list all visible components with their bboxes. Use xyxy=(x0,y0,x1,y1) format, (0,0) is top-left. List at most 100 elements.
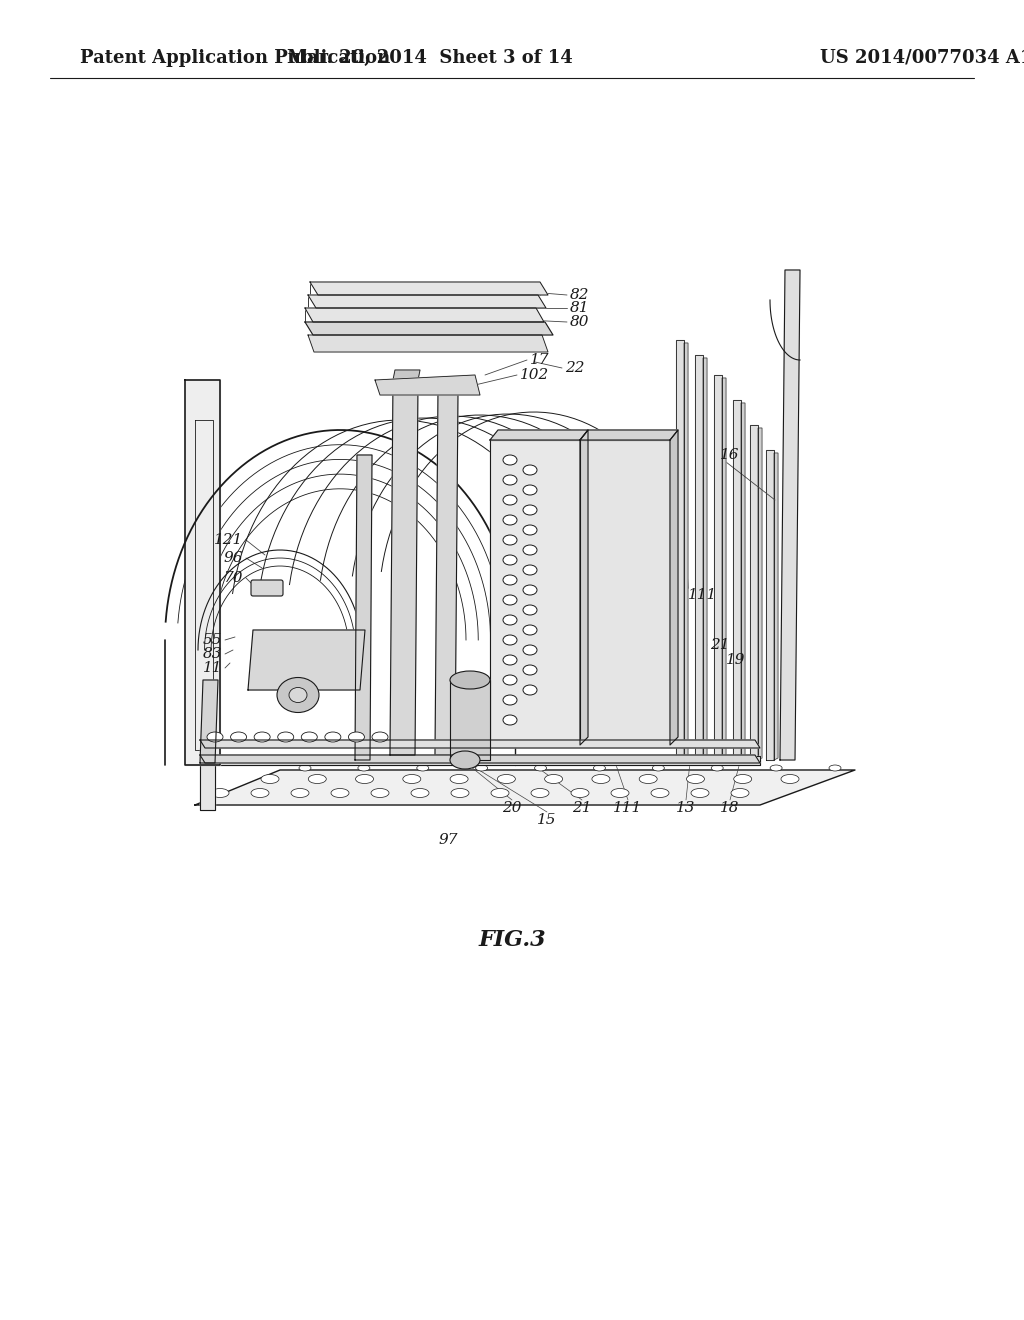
Polygon shape xyxy=(670,430,678,744)
Text: 70: 70 xyxy=(223,572,243,585)
Polygon shape xyxy=(200,756,215,810)
Polygon shape xyxy=(355,455,372,760)
Text: Mar. 20, 2014  Sheet 3 of 14: Mar. 20, 2014 Sheet 3 of 14 xyxy=(287,49,572,67)
Ellipse shape xyxy=(503,675,517,685)
Ellipse shape xyxy=(289,688,307,702)
Ellipse shape xyxy=(490,788,509,797)
Polygon shape xyxy=(758,428,762,760)
Polygon shape xyxy=(305,308,544,322)
Text: 55: 55 xyxy=(203,634,222,647)
Ellipse shape xyxy=(731,788,749,797)
Ellipse shape xyxy=(278,677,319,713)
Ellipse shape xyxy=(331,788,349,797)
Ellipse shape xyxy=(523,506,537,515)
Ellipse shape xyxy=(781,775,799,784)
Ellipse shape xyxy=(371,788,389,797)
Ellipse shape xyxy=(476,766,487,771)
Polygon shape xyxy=(450,680,490,760)
Ellipse shape xyxy=(523,624,537,635)
Ellipse shape xyxy=(651,788,669,797)
Polygon shape xyxy=(695,355,703,760)
Ellipse shape xyxy=(291,788,309,797)
Text: 21: 21 xyxy=(710,638,729,652)
Ellipse shape xyxy=(402,775,421,784)
Ellipse shape xyxy=(712,766,723,771)
Text: 82: 82 xyxy=(570,288,590,302)
Polygon shape xyxy=(580,430,588,744)
Ellipse shape xyxy=(451,775,468,784)
Text: 111: 111 xyxy=(688,587,717,602)
Ellipse shape xyxy=(503,495,517,506)
Polygon shape xyxy=(390,380,418,755)
Ellipse shape xyxy=(450,751,480,770)
Ellipse shape xyxy=(523,665,537,675)
Ellipse shape xyxy=(503,576,517,585)
Polygon shape xyxy=(200,756,760,766)
Ellipse shape xyxy=(734,775,752,784)
Ellipse shape xyxy=(503,535,517,545)
Ellipse shape xyxy=(211,788,229,797)
Ellipse shape xyxy=(523,484,537,495)
Ellipse shape xyxy=(652,766,665,771)
Ellipse shape xyxy=(301,733,317,742)
Text: 83: 83 xyxy=(203,647,222,661)
Ellipse shape xyxy=(829,766,841,771)
Polygon shape xyxy=(703,358,707,760)
Ellipse shape xyxy=(325,733,341,742)
Polygon shape xyxy=(308,294,546,308)
Text: 18: 18 xyxy=(720,801,739,814)
Ellipse shape xyxy=(498,775,515,784)
Text: US 2014/0077034 A1: US 2014/0077034 A1 xyxy=(820,49,1024,67)
Polygon shape xyxy=(750,425,758,760)
Ellipse shape xyxy=(411,788,429,797)
Polygon shape xyxy=(248,630,365,690)
Ellipse shape xyxy=(450,671,490,689)
Ellipse shape xyxy=(523,605,537,615)
Polygon shape xyxy=(766,450,774,760)
Polygon shape xyxy=(714,375,722,760)
Polygon shape xyxy=(580,430,678,440)
Ellipse shape xyxy=(503,655,517,665)
FancyBboxPatch shape xyxy=(251,579,283,597)
Polygon shape xyxy=(305,322,553,335)
Text: 15: 15 xyxy=(538,813,557,828)
Text: 13: 13 xyxy=(676,801,695,814)
Ellipse shape xyxy=(545,775,562,784)
Ellipse shape xyxy=(639,775,657,784)
Ellipse shape xyxy=(535,766,547,771)
Ellipse shape xyxy=(308,775,327,784)
Polygon shape xyxy=(185,380,220,766)
Ellipse shape xyxy=(503,696,517,705)
Ellipse shape xyxy=(523,465,537,475)
Polygon shape xyxy=(490,440,580,744)
Text: 96: 96 xyxy=(223,550,243,565)
Text: 80: 80 xyxy=(570,315,590,329)
Ellipse shape xyxy=(571,788,589,797)
Ellipse shape xyxy=(254,733,270,742)
Text: 21: 21 xyxy=(572,801,592,814)
Ellipse shape xyxy=(372,733,388,742)
Text: 19: 19 xyxy=(726,653,745,667)
Text: 20: 20 xyxy=(502,801,522,814)
Polygon shape xyxy=(375,375,480,395)
Ellipse shape xyxy=(503,554,517,565)
Ellipse shape xyxy=(278,733,294,742)
Text: 121: 121 xyxy=(214,533,243,546)
Ellipse shape xyxy=(503,615,517,624)
Ellipse shape xyxy=(417,766,429,771)
Ellipse shape xyxy=(503,455,517,465)
Ellipse shape xyxy=(686,775,705,784)
Polygon shape xyxy=(580,440,670,744)
Ellipse shape xyxy=(523,645,537,655)
Ellipse shape xyxy=(503,475,517,484)
Ellipse shape xyxy=(503,715,517,725)
Ellipse shape xyxy=(355,775,374,784)
Ellipse shape xyxy=(503,515,517,525)
Text: 17: 17 xyxy=(530,352,550,367)
Ellipse shape xyxy=(503,635,517,645)
Polygon shape xyxy=(722,378,726,760)
Polygon shape xyxy=(435,389,458,755)
Polygon shape xyxy=(676,341,684,760)
Ellipse shape xyxy=(230,733,247,742)
Ellipse shape xyxy=(594,766,605,771)
